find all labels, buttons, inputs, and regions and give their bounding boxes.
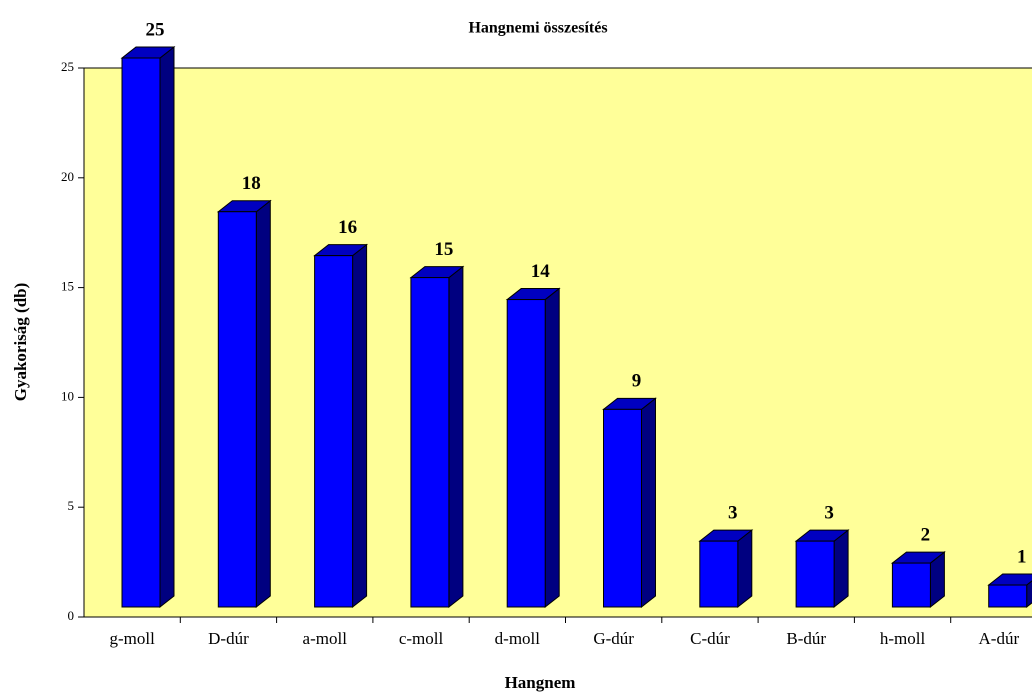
- y-tick-label: 0: [68, 608, 75, 623]
- x-tick-label: D-dúr: [208, 629, 249, 648]
- x-axis-title: Hangnem: [505, 673, 576, 692]
- bar-front: [891, 562, 931, 608]
- x-tick-label: B-dúr: [786, 629, 826, 648]
- y-tick-label: 15: [61, 279, 74, 294]
- bar-front: [121, 57, 161, 608]
- bar: [698, 529, 754, 609]
- bar-side: [159, 45, 175, 609]
- bar: [890, 551, 946, 609]
- bar-front: [699, 540, 739, 608]
- y-tick-label: 10: [61, 388, 74, 403]
- bar: [409, 265, 465, 609]
- chart-title: Hangnemi összesítés: [468, 20, 607, 37]
- bar: [505, 287, 561, 609]
- x-tick-label: c-moll: [399, 629, 444, 648]
- bar: [313, 243, 369, 609]
- x-tick-label: g-moll: [109, 629, 155, 648]
- x-tick-label: d-moll: [495, 629, 541, 648]
- value-label: 1: [1017, 546, 1027, 567]
- value-label: 16: [338, 217, 357, 238]
- value-label: 25: [146, 19, 165, 40]
- value-label: 9: [632, 371, 642, 392]
- bar-front: [988, 584, 1028, 608]
- x-tick-label: A-dúr: [979, 629, 1020, 648]
- value-label: 2: [921, 524, 931, 545]
- y-tick-label: 25: [61, 59, 74, 74]
- bar-front: [314, 255, 354, 608]
- bar: [216, 199, 272, 609]
- bar-side: [255, 199, 271, 609]
- bar: [987, 573, 1032, 609]
- bar-side: [641, 397, 656, 609]
- bar: [602, 397, 657, 609]
- bar-front: [795, 540, 835, 608]
- bar-front: [217, 211, 257, 608]
- y-axis-title: Gyakoriság (db): [11, 283, 30, 402]
- bar-side: [737, 529, 753, 609]
- bar-front: [506, 299, 546, 608]
- bar-side: [448, 265, 464, 609]
- value-label: 18: [242, 173, 261, 194]
- value-label: 14: [531, 261, 551, 282]
- x-tick-label: C-dúr: [690, 629, 730, 648]
- value-label: 3: [728, 502, 738, 523]
- bar: [120, 45, 176, 609]
- value-label: 3: [824, 502, 834, 523]
- y-tick-label: 20: [61, 169, 74, 184]
- y-tick-label: 5: [68, 498, 75, 513]
- bar-front: [603, 408, 642, 608]
- bar-side: [352, 243, 368, 609]
- bar-side: [833, 529, 849, 609]
- x-tick-label: h-moll: [880, 629, 926, 648]
- x-tick-label: a-moll: [303, 629, 348, 648]
- value-label: 15: [434, 239, 453, 260]
- bar-front: [410, 277, 450, 608]
- bar: [794, 529, 850, 609]
- bar-side: [544, 287, 560, 609]
- x-tick-label: G-dúr: [593, 629, 634, 648]
